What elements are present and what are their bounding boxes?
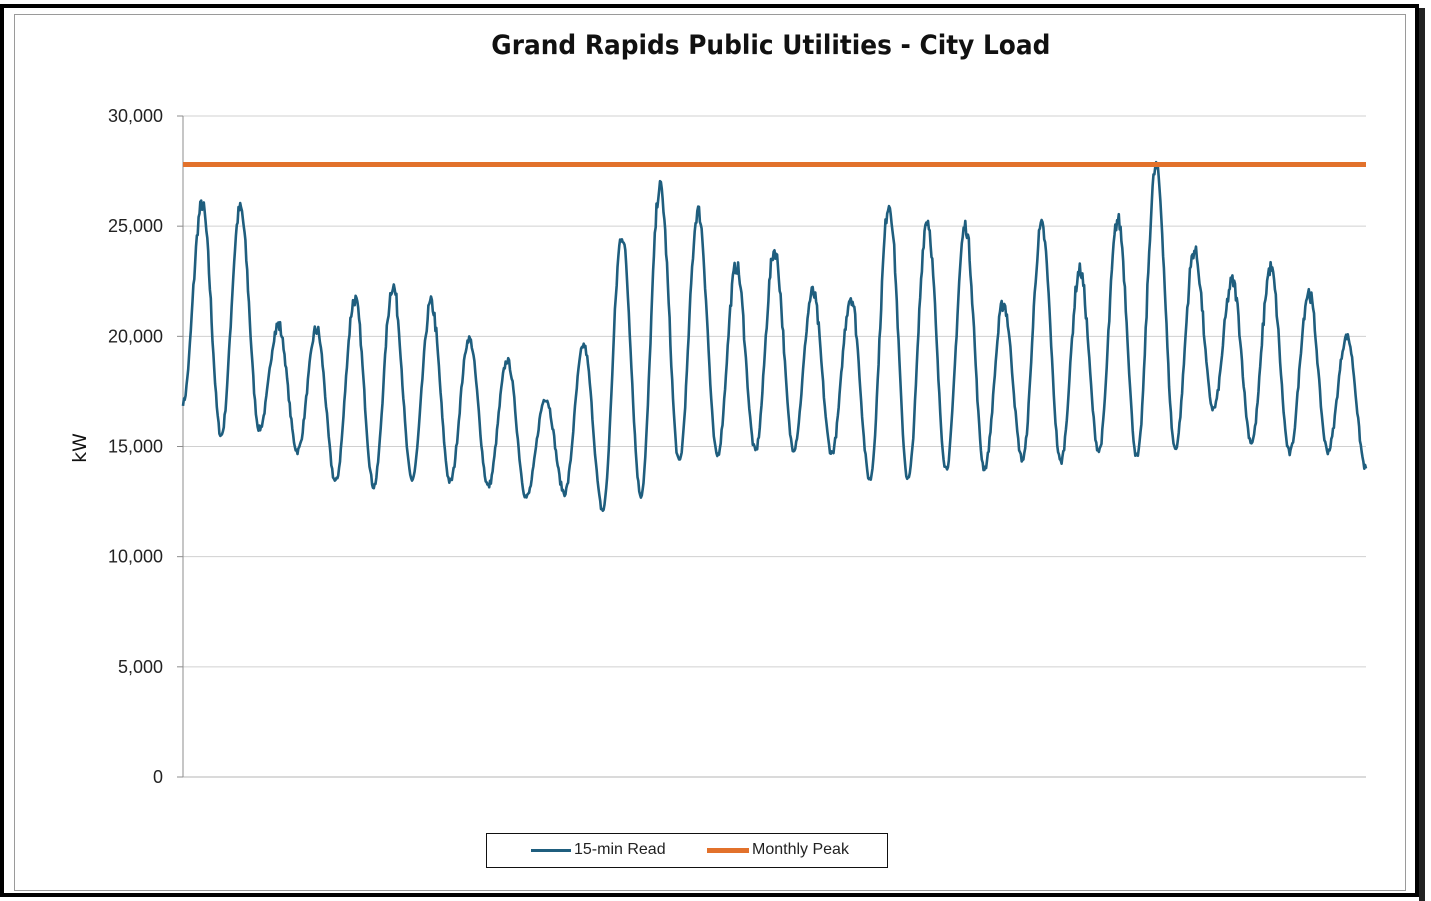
frame-shadow [1419, 8, 1425, 901]
legend-label-read: 15-min Read [574, 841, 666, 858]
plot-border [14, 14, 1406, 891]
legend: 15-min Read Monthly Peak [486, 833, 888, 868]
legend-swatch-read [531, 848, 571, 852]
y-tick-label: 10,000 [108, 547, 163, 567]
y-tick-label: 5,000 [118, 657, 163, 677]
y-tick-label: 0 [153, 767, 163, 787]
y-tick-label: 30,000 [108, 106, 163, 126]
series-lines [181, 160, 1368, 512]
legend-item-peak: Monthly Peak [707, 834, 849, 866]
series-line-15-min-read [181, 160, 1368, 512]
gridlines [177, 115, 1366, 778]
legend-item-read: 15-min Read [531, 834, 666, 866]
y-tick-label: 15,000 [108, 437, 163, 457]
legend-swatch-peak [707, 847, 749, 853]
y-tick-labels: 0 5,000 10,000 15,000 20,000 25,000 30,000 [108, 106, 163, 787]
chart-frame [0, 4, 1419, 897]
chart-title: Grand Rapids Public Utilities - City Loa… [490, 30, 1051, 61]
y-tick-label: 20,000 [108, 326, 163, 346]
legend-label-peak: Monthly Peak [752, 841, 849, 858]
y-tick-label: 25,000 [108, 216, 163, 236]
